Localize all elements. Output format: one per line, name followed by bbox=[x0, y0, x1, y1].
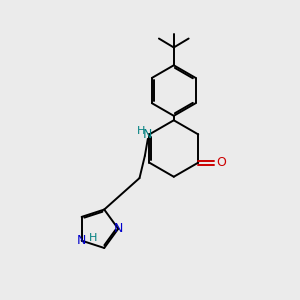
Text: N: N bbox=[77, 234, 86, 247]
Text: N: N bbox=[113, 222, 123, 235]
Text: H: H bbox=[89, 233, 97, 243]
Text: N: N bbox=[143, 128, 152, 141]
Text: H: H bbox=[137, 126, 145, 136]
Text: O: O bbox=[216, 156, 226, 169]
